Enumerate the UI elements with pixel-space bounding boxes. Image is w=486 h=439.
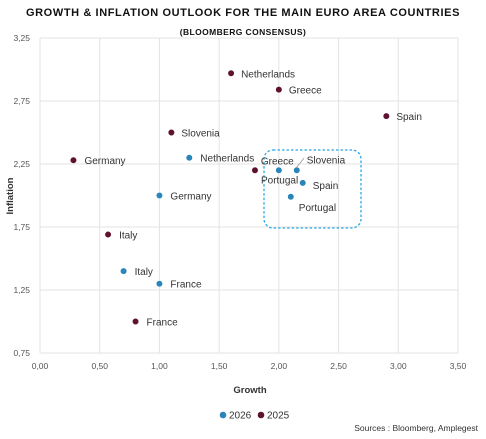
data-point	[382, 112, 390, 120]
x-tick-label: 2,00	[271, 361, 288, 371]
data-point-label: France	[147, 318, 179, 329]
x-tick-label: 3,50	[450, 361, 467, 371]
x-tick-label: 2,50	[330, 361, 347, 371]
data-point	[155, 191, 164, 200]
x-tick-label: 0,50	[91, 361, 108, 371]
data-point	[227, 69, 235, 77]
legend-label: 2025	[267, 411, 290, 422]
x-axis-label: Growth	[233, 385, 266, 396]
chart-subtitle: (BLOOMBERG CONSENSUS)	[180, 27, 306, 37]
point-labels: Netherlands Germany Italy France Portugal Spa…	[84, 69, 421, 328]
legend-label: 2026	[229, 411, 252, 422]
data-point	[185, 154, 193, 162]
x-tick-label: 3,00	[390, 361, 407, 371]
data-point	[251, 166, 259, 174]
data-point-label: Germany	[84, 156, 125, 167]
data-point-label: Italy	[119, 231, 137, 242]
data-point	[275, 166, 283, 174]
data-point-label: Italy	[135, 267, 153, 278]
data-point	[119, 267, 128, 275]
data-point	[299, 179, 307, 187]
grid	[39, 37, 459, 354]
data-point-label: Spain	[313, 181, 339, 192]
data-point	[275, 86, 283, 94]
y-axis-label: Inflation	[5, 177, 16, 214]
y-tick-label: 1,75	[13, 222, 30, 232]
data-point	[104, 230, 112, 239]
y-tick-label: 2,25	[13, 159, 30, 169]
source-note: Sources : Bloomberg, Amplegest	[354, 423, 478, 433]
x-tick-label: 1,00	[151, 361, 168, 371]
data-point-label: Greece	[261, 156, 294, 167]
y-tick-label: 1,25	[13, 285, 30, 295]
data-point	[287, 193, 295, 201]
y-tick-label: 3,25	[13, 33, 30, 43]
data-point-label: Greece	[289, 86, 322, 97]
data-point	[167, 128, 175, 137]
x-tick-label: 0,00	[32, 361, 49, 371]
x-tick-label: 1,50	[211, 361, 228, 371]
data-point	[293, 166, 301, 174]
data-point-label: Spain	[396, 112, 422, 123]
tick-labels: 0,75 1,25 1,75 2,25 2,75 3,25 0,00 0,50 1,00 1,50…	[13, 33, 466, 371]
data-point-label: Portugal	[261, 175, 298, 186]
highlight-box-layer	[263, 149, 362, 229]
data-point-label: France	[170, 280, 202, 291]
data-point-label: Netherlands	[241, 69, 295, 80]
leader-line	[295, 157, 305, 169]
data-points	[69, 69, 390, 326]
highlight-box	[263, 149, 362, 229]
legend: 2026 2025	[219, 411, 290, 422]
y-tick-label: 0,75	[13, 348, 30, 358]
data-point-label: Germany	[170, 192, 211, 203]
data-point-label: Portugal	[299, 203, 336, 214]
data-point	[131, 317, 140, 326]
y-tick-label: 2,75	[13, 96, 30, 106]
data-point-label: Netherlands	[200, 154, 254, 165]
data-point	[69, 156, 78, 164]
legend-marker	[219, 411, 227, 419]
chart-title: GROWTH & INFLATION OUTLOOK FOR THE MAIN …	[26, 7, 460, 19]
legend-marker	[257, 411, 265, 419]
data-point	[155, 280, 164, 288]
data-point-label: Slovenia	[307, 155, 346, 166]
data-point-label: Slovenia	[181, 129, 220, 140]
